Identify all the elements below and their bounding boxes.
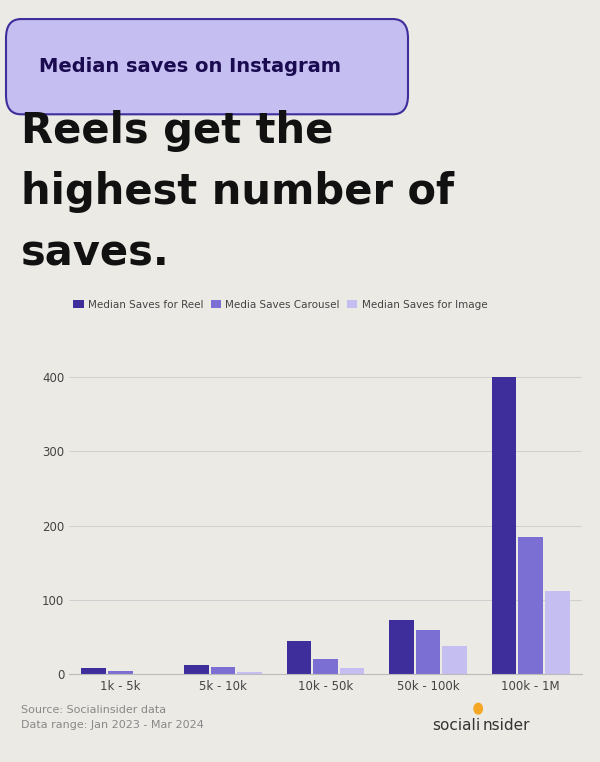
Bar [108, 671, 133, 674]
Bar [184, 665, 209, 674]
Text: social: social [432, 718, 476, 733]
Bar [211, 667, 235, 674]
Bar [492, 376, 517, 674]
Text: nsider: nsider [482, 718, 530, 733]
FancyBboxPatch shape [6, 19, 408, 114]
Bar [82, 668, 106, 674]
Bar [340, 668, 364, 674]
Bar [237, 672, 262, 674]
Text: Median saves on Instagram: Median saves on Instagram [39, 57, 341, 76]
Bar [442, 646, 467, 674]
Text: saves.: saves. [21, 232, 170, 274]
Bar [518, 536, 543, 674]
Circle shape [474, 703, 482, 714]
Bar [287, 641, 311, 674]
Bar [416, 629, 440, 674]
Text: Reels get the: Reels get the [21, 110, 334, 152]
Legend: Median Saves for Reel, Media Saves Carousel, Median Saves for Image: Median Saves for Reel, Media Saves Carou… [69, 296, 491, 314]
Text: highest number of: highest number of [21, 171, 454, 213]
Text: i: i [475, 718, 479, 733]
Bar [313, 659, 338, 674]
Bar [545, 591, 569, 674]
Bar [389, 620, 414, 674]
Text: Source: Socialinsider data
Data range: Jan 2023 - Mar 2024: Source: Socialinsider data Data range: J… [21, 705, 204, 730]
